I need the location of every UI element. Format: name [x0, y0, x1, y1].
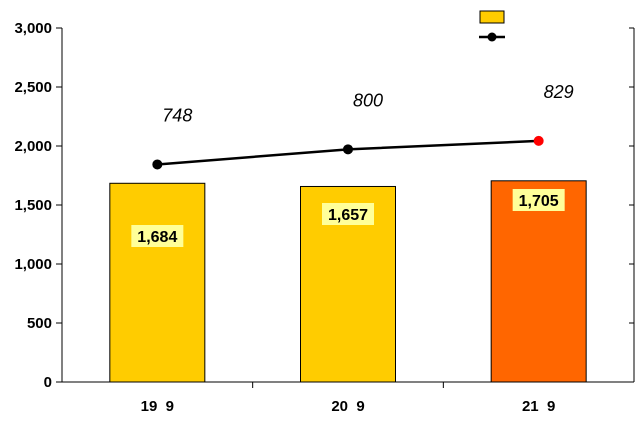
y-tick-label: 2,000: [14, 138, 52, 155]
bar-value-label: 1,684: [137, 229, 177, 246]
x-tick-label: 19 9: [141, 398, 174, 415]
bar-value-label: 1,657: [328, 207, 368, 224]
y-tick-label: 2,500: [14, 79, 52, 96]
bar-value-label-background: [322, 203, 374, 225]
y-tick-label: 0: [44, 374, 52, 391]
line-point: [343, 144, 353, 155]
bar-value-label-background: [512, 189, 565, 211]
legend-line-marker: [487, 32, 497, 42]
bar-value-label-background: [131, 225, 184, 247]
bar-series: 1,684 1,657 1,705: [109, 180, 587, 383]
chart-axes: 0 500 1,000 1,500 2,000 2,500 3,000 19 9 20 9 21 …: [14, 20, 635, 415]
line-value-label: 829: [544, 82, 574, 102]
legend-bar-swatch: [479, 10, 505, 24]
bar-value-label: 1,705: [519, 193, 559, 210]
line-series: 748 800 829: [152, 82, 574, 170]
y-tick-label: 1,000: [14, 256, 52, 273]
bar: [490, 180, 587, 383]
line-point: [152, 159, 163, 170]
line-value-label: 748: [162, 105, 192, 125]
y-tick-label: 3,000: [14, 20, 52, 37]
y-tick-label: 500: [27, 315, 52, 332]
x-tick-label: 21 9: [522, 398, 555, 415]
bar: [109, 182, 206, 383]
line-value-label: 800: [353, 90, 383, 110]
x-tick-label: 20 9: [331, 398, 364, 415]
line-point: [533, 135, 544, 146]
legend: [479, 10, 505, 42]
y-tick-label: 1,500: [14, 197, 52, 214]
